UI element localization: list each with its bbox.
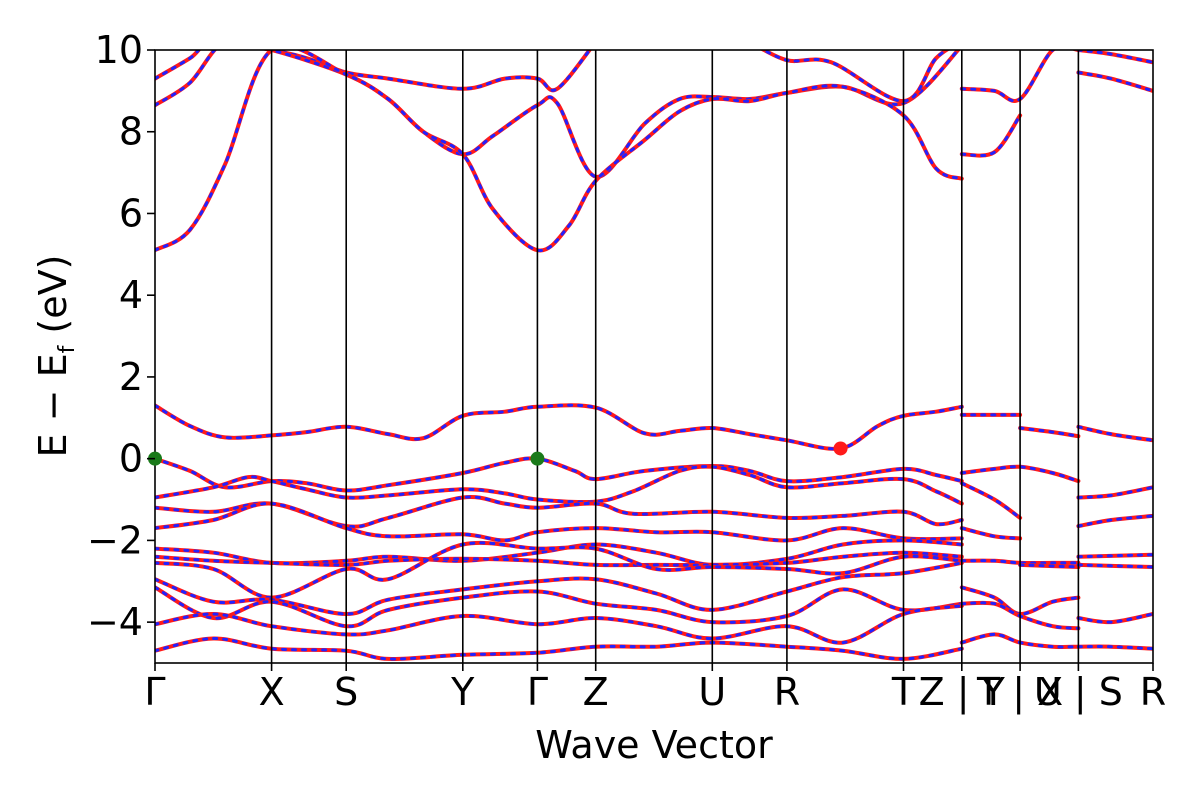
- x-tick-label: X: [259, 670, 285, 714]
- x-tick-label: Z: [583, 670, 609, 714]
- band-s4_v1-spin-down: [1076, 485, 1153, 499]
- x-axis-label: Wave Vector: [535, 723, 773, 767]
- x-tick-label: Z | Y: [919, 670, 1006, 715]
- band-vb1-spin-down: [155, 456, 964, 493]
- band-s4_v2-spin-down: [1076, 514, 1153, 528]
- x-tick-label: Y: [450, 670, 475, 714]
- y-axis-ticks: −4 −2 0 2 4 6 8 10: [87, 28, 155, 644]
- band-s4_v3-spin-down: [1076, 553, 1153, 559]
- band-cb1-spin-up: [155, 50, 964, 253]
- y-tick-label: 6: [119, 191, 143, 235]
- plot-frame: [154, 49, 1154, 664]
- band-vb2-spin-up: [155, 464, 964, 506]
- y-tick-label: 10: [95, 28, 143, 72]
- band-cb3-spin-down: [155, 50, 592, 92]
- band-s2_v3-spin-down: [960, 526, 1022, 540]
- band-vb8-spin-down: [155, 561, 964, 616]
- band-s2_v5-spin-down: [960, 585, 1080, 616]
- bands-layer: [155, 50, 1153, 661]
- band-vb2-spin-down: [155, 465, 964, 506]
- x-tick-label: U | S: [1034, 670, 1123, 715]
- x-tick-label: R: [1140, 670, 1166, 714]
- band-cb3-spin-up: [155, 50, 593, 93]
- y-tick-label: −2: [87, 518, 143, 562]
- x-tick-label: U: [698, 670, 726, 714]
- y-tick-label: 4: [119, 273, 143, 317]
- band-cb_high-spin-down: [760, 50, 950, 103]
- band-vb4-spin-down: [155, 502, 964, 542]
- band-s3_v-spin-down: [1018, 563, 1080, 569]
- band-cb0-spin-down: [155, 403, 964, 451]
- band-vb11-spin-down: [155, 636, 964, 661]
- vbm-marker: [530, 451, 545, 466]
- band-s4_cb1-spin-down: [1076, 71, 1153, 93]
- band-vb9-spin-down: [155, 585, 964, 628]
- x-tick-label: S: [334, 670, 358, 714]
- x-tick-label: T: [891, 670, 916, 714]
- band-s4_v5-spin-down: [1076, 612, 1153, 624]
- band-vb10-spin-down: [155, 604, 964, 645]
- band-cb1-spin-down: [155, 50, 964, 252]
- x-tick-label: R: [774, 670, 800, 714]
- band-s4_c0-spin-down: [1076, 425, 1153, 442]
- y-tick-label: 2: [119, 355, 143, 399]
- band-s2_v2-spin-down: [960, 481, 1022, 520]
- band-s4_v6-spin-down: [1076, 645, 1153, 651]
- band-s2_cb-spin-up: [959, 113, 1023, 158]
- band-vb7-spin-down: [155, 541, 964, 600]
- band-vb10-spin-up: [155, 603, 964, 645]
- x-tick-label: Γ: [527, 670, 548, 714]
- band-vb6-spin-down: [155, 551, 964, 567]
- y-tick-label: 0: [119, 437, 143, 481]
- extrema-markers: [148, 441, 848, 466]
- band-s2_v4-spin-down: [960, 559, 1080, 565]
- kpoint-lines: [270, 50, 1080, 663]
- x-tick-label: T | X: [976, 670, 1063, 715]
- y-axis-label: E − Ef (eV): [31, 255, 80, 458]
- y-tick-label: −4: [87, 600, 143, 644]
- cbm-marker: [833, 441, 848, 456]
- band-vb1-spin-up: [155, 456, 964, 493]
- band-s4_v4-spin-down: [1076, 563, 1153, 569]
- band-vb4-spin-up: [155, 501, 964, 543]
- x-tick-label: Γ: [144, 670, 165, 714]
- band-s3_c0-spin-down: [1018, 426, 1080, 438]
- band-s4_cb2-spin-down: [1076, 50, 1153, 64]
- band-s2_cb-spin-down: [960, 113, 1022, 158]
- band-cb2-spin-up: [155, 50, 961, 179]
- y-tick-label: 8: [119, 110, 143, 154]
